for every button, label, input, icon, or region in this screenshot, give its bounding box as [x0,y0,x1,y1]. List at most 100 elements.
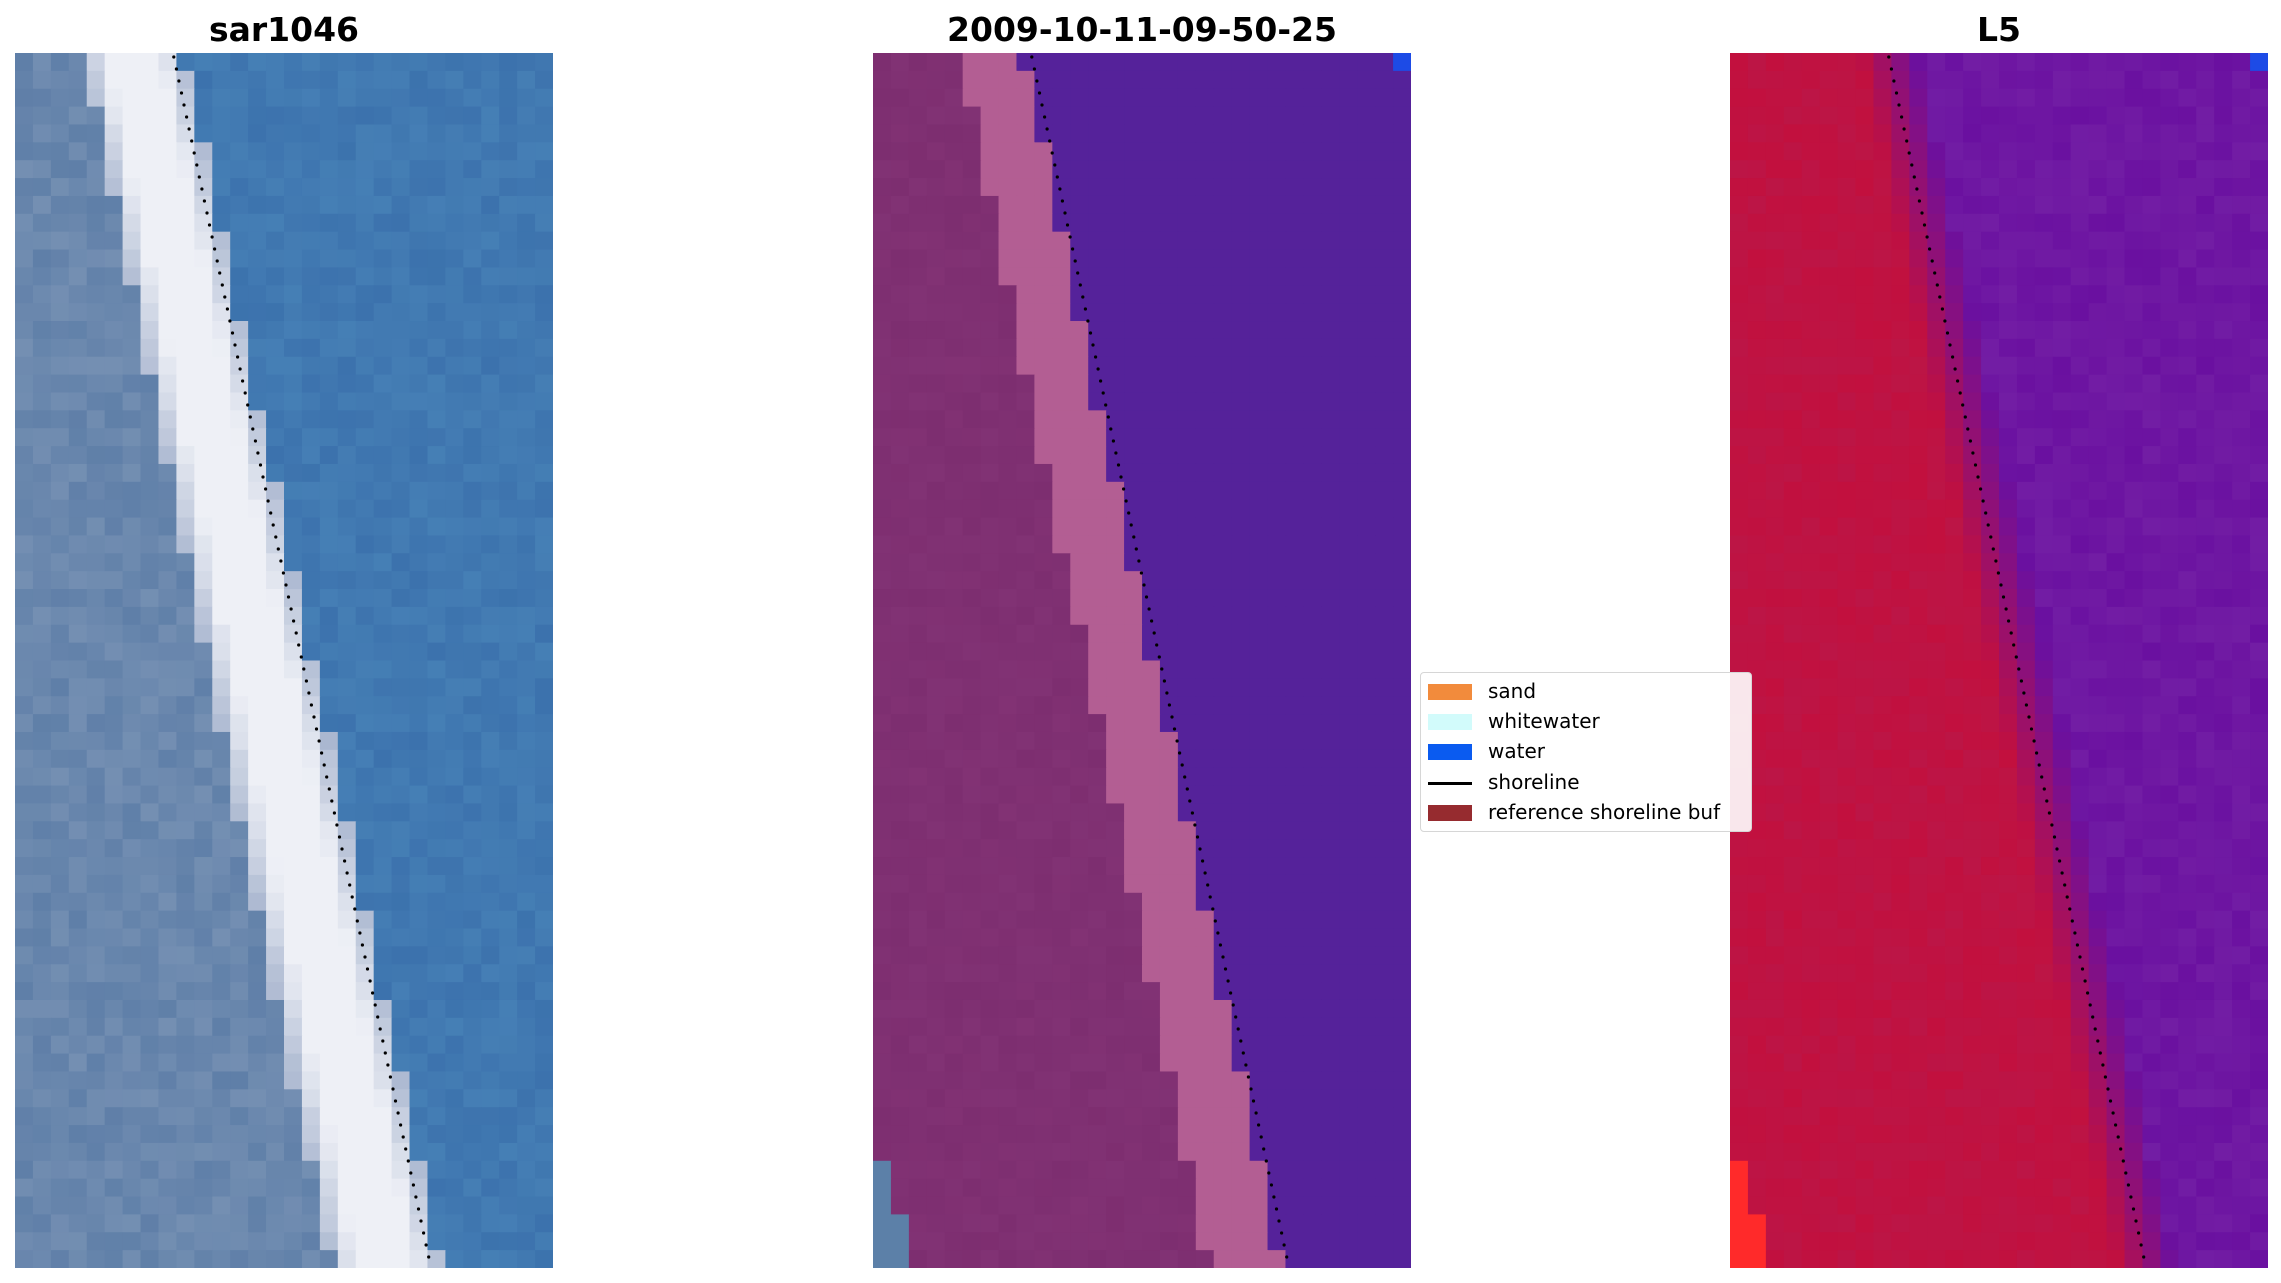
class-pixel [998,499,1018,519]
rgb-pixel [122,481,142,501]
rgb-pixel [248,749,267,769]
class-pixel [998,606,1018,626]
index-pixel [1963,392,1982,411]
index-pixel [1999,160,2018,179]
class-pixel [1339,1017,1358,1037]
rgb-pixel [499,660,518,679]
class-pixel [908,481,928,501]
index-pixel [2124,160,2144,179]
shoreline-dot [360,943,364,947]
class-pixel [873,642,892,662]
class-pixel [962,213,982,233]
class-pixel [1321,499,1340,519]
rgb-pixel [284,213,303,233]
class-pixel [1177,714,1197,733]
class-pixel [1070,785,1089,805]
shoreline-dot [330,799,334,803]
rgb-pixel [50,642,70,662]
class-pixel [1142,285,1161,304]
rgb-pixel [158,606,177,626]
class-pixel [1052,249,1071,269]
shoreline-dot [1132,535,1136,539]
rgb-pixel [445,1053,464,1073]
class-pixel [1106,821,1125,840]
rgb-pixel [158,88,177,108]
class-pixel [1034,1017,1053,1037]
rgb-pixel [68,821,88,840]
class-pixel [1034,178,1053,197]
rgb-pixel [176,982,195,1001]
rgb-pixel [194,1250,213,1268]
rgb-pixel [373,892,393,912]
class-pixel [1321,1089,1340,1108]
rgb-pixel [15,463,34,483]
rgb-pixel [481,463,500,483]
rgb-pixel [517,1089,536,1108]
rgb-pixel [373,1196,393,1215]
class-pixel [1213,660,1233,679]
rgb-pixel [301,624,321,644]
class-pixel [1052,964,1071,983]
rgb-pixel [373,767,393,787]
class-pixel [1375,803,1394,822]
class-pixel [1142,481,1161,501]
rgb-pixel [499,70,518,90]
rgb-pixel [248,249,267,269]
rgb-pixel [230,249,249,269]
class-pixel [1285,1196,1304,1215]
index-pixel [1873,70,1892,90]
rgb-pixel [86,106,106,126]
rgb-pixel [104,999,124,1019]
shoreline-dot [404,1147,408,1151]
index-pixel [1945,356,1964,376]
index-pixel [1855,124,1875,143]
rgb-pixel [445,928,464,947]
rgb-pixel [427,267,446,286]
class-pixel [1321,589,1340,608]
index-pixel [2178,428,2197,447]
rgb-pixel [32,53,52,72]
class-pixel [1052,356,1071,376]
shoreline-dot [424,1243,428,1247]
class-pixel [1124,785,1143,805]
rgb-pixel [176,999,195,1019]
rgb-pixel [391,106,411,126]
class-pixel [1106,1071,1125,1090]
rgb-pixel [499,606,518,626]
class-pixel [873,1214,892,1233]
class-pixel [944,410,964,429]
class-pixel [1088,446,1107,465]
class-pixel [1195,374,1215,394]
rgb-pixel [535,374,553,394]
class-pixel [980,785,1000,805]
rgb-pixel [427,481,446,501]
rgb-pixel [248,303,267,322]
rgb-pixel [158,1232,177,1251]
rgb-pixel [122,964,142,983]
class-pixel [1213,231,1233,251]
index-pixel [2178,410,2197,429]
class-pixel [1303,749,1322,769]
rgb-pixel [140,857,160,876]
class-pixel [1339,731,1358,751]
rgb-pixel [284,678,303,697]
class-pixel [944,374,964,394]
rgb-pixel [176,410,195,429]
class-pixel [1106,178,1125,197]
class-pixel [873,1142,892,1162]
rgb-pixel [499,160,518,179]
class-pixel [1106,106,1125,126]
class-pixel [962,696,982,715]
class-pixel [926,1053,946,1073]
shoreline-dot [1083,307,1087,311]
class-pixel [1142,1089,1161,1108]
class-pixel [1213,1125,1233,1144]
rgb-pixel [301,446,321,465]
class-pixel [1142,696,1161,715]
rgb-pixel [212,446,231,465]
rgb-pixel [301,1071,321,1090]
index-pixel [1873,124,1892,143]
class-pixel [1016,178,1035,197]
index-pixel [1999,124,2018,143]
class-pixel [1106,160,1125,179]
